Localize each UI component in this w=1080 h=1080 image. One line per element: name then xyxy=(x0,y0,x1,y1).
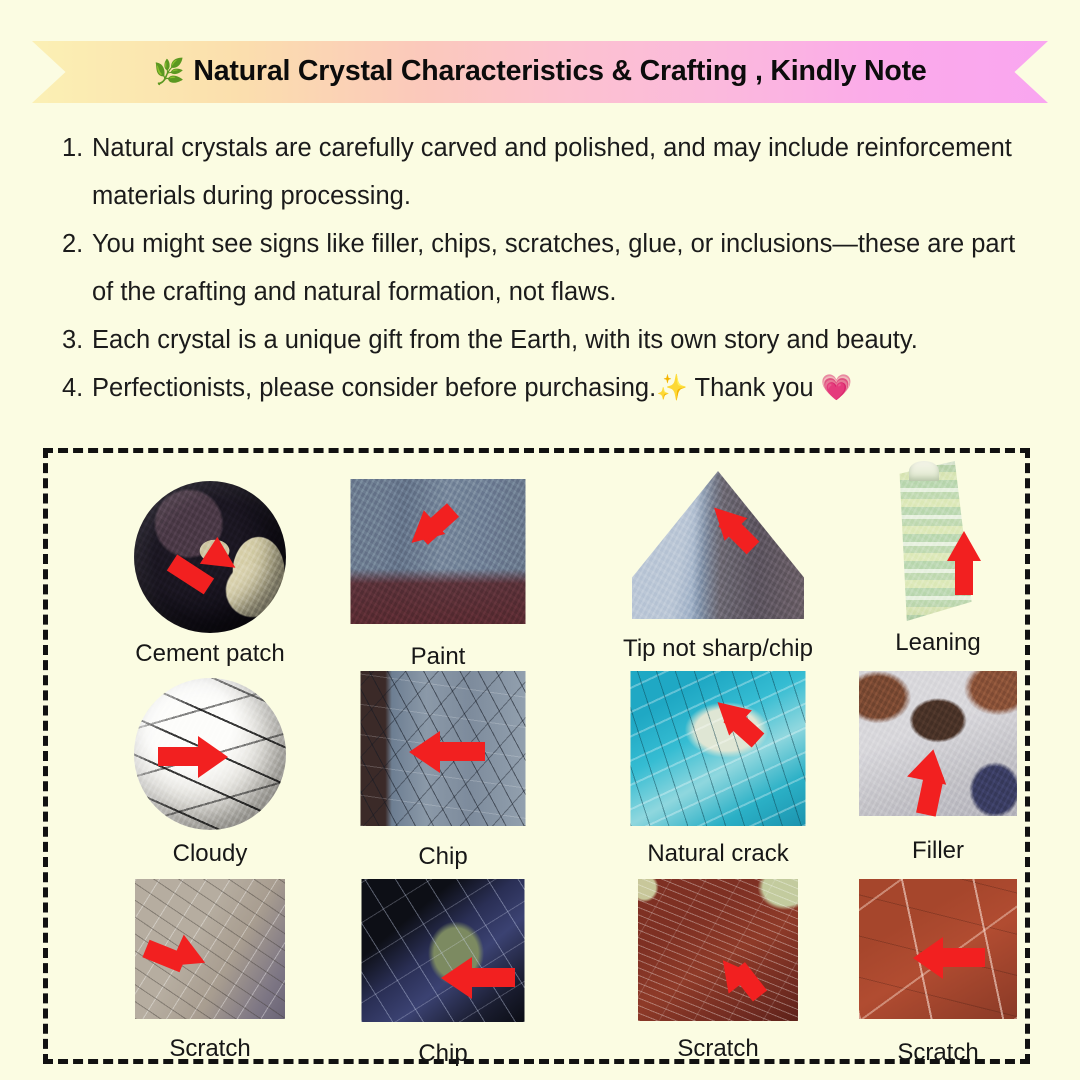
scratch-photo-2 xyxy=(638,879,798,1021)
page-title: 🌿 Natural Crystal Characteristics & Craf… xyxy=(153,55,926,88)
herb-leaf-icon: 🌿 xyxy=(153,57,185,86)
gallery-item-caption: Scratch xyxy=(897,1039,979,1066)
chip-photo-2 xyxy=(361,879,525,1022)
gallery-item-caption: Leaning xyxy=(895,629,981,656)
gallery-item-chip-1: Chip xyxy=(333,665,553,870)
list-item: 2. You might see signs like filler, chip… xyxy=(62,220,1022,316)
paint-photo xyxy=(350,479,526,624)
gallery-item-paint: Paint xyxy=(328,467,548,670)
list-item-number: 1. xyxy=(62,134,84,162)
list-item-text: Natural crystals are carefully carved an… xyxy=(92,134,1012,210)
scratch-photo-3 xyxy=(859,879,1017,1019)
list-item: 1. Natural crystals are carefully carved… xyxy=(62,124,1022,220)
scratch-photo-1 xyxy=(135,879,285,1019)
tower-rounded-top xyxy=(909,461,939,481)
pyramid-tip-photo xyxy=(632,471,804,619)
chip-photo-1 xyxy=(360,671,526,826)
list-item-text: Perfectionists, please consider before p… xyxy=(92,374,853,402)
gallery-item-scratch-1: Scratch xyxy=(110,875,310,1065)
gallery-item-caption: Paint xyxy=(410,643,466,670)
list-item: 3. Each crystal is a unique gift from th… xyxy=(62,316,1022,364)
gallery-item-caption: Scratch xyxy=(677,1035,759,1062)
list-item-number: 3. xyxy=(62,326,84,354)
defect-examples-box: Cement patch Paint Tip not sharp/chip Le… xyxy=(43,448,1030,1067)
list-item-number: 2. xyxy=(62,230,84,258)
leaning-tower-photo xyxy=(878,461,998,621)
gallery-item-caption: Filler xyxy=(912,837,964,864)
gallery-item-cement-patch: Cement patch xyxy=(110,467,310,667)
gallery-item-natural-crack: Natural crack xyxy=(588,665,848,870)
gallery-item-tip-not-sharp: Tip not sharp/chip xyxy=(588,461,848,666)
list-item-number: 4. xyxy=(62,374,84,402)
banner-ribbon: 🌿 Natural Crystal Characteristics & Craf… xyxy=(32,41,1048,103)
gallery-item-scratch-3: Scratch xyxy=(838,875,1038,1066)
gallery-item-chip-2: Chip xyxy=(333,875,553,1070)
list-item-text: Each crystal is a unique gift from the E… xyxy=(92,326,918,354)
gallery-item-caption: Chip xyxy=(418,843,468,870)
list-item: 4. Perfectionists, please consider befor… xyxy=(62,364,1022,412)
gallery-item-caption: Scratch xyxy=(169,1035,251,1062)
gallery-item-caption: Chip xyxy=(418,1040,468,1067)
header-banner: 🌿 Natural Crystal Characteristics & Craf… xyxy=(32,41,1048,103)
gallery-item-caption: Tip not sharp/chip xyxy=(623,635,813,662)
gallery-item-cloudy: Cloudy xyxy=(110,668,310,868)
banner-title-text: Natural Crystal Characteristics & Crafti… xyxy=(193,54,927,87)
gallery-item-leaning: Leaning xyxy=(838,453,1038,668)
gallery-item-scratch-2: Scratch xyxy=(588,875,848,1065)
cement-patch-photo xyxy=(134,481,286,633)
gallery-item-caption: Cloudy xyxy=(172,840,248,867)
gallery-item-caption: Cement patch xyxy=(135,640,285,667)
gallery-item-filler: Filler xyxy=(838,665,1038,870)
filler-photo xyxy=(859,671,1017,816)
cloudy-photo xyxy=(134,678,286,830)
notes-list: 1. Natural crystals are carefully carved… xyxy=(62,124,1022,412)
gallery-item-caption: Natural crack xyxy=(647,840,789,867)
natural-crack-photo xyxy=(630,671,806,826)
list-item-text: You might see signs like filler, chips, … xyxy=(92,230,1016,306)
